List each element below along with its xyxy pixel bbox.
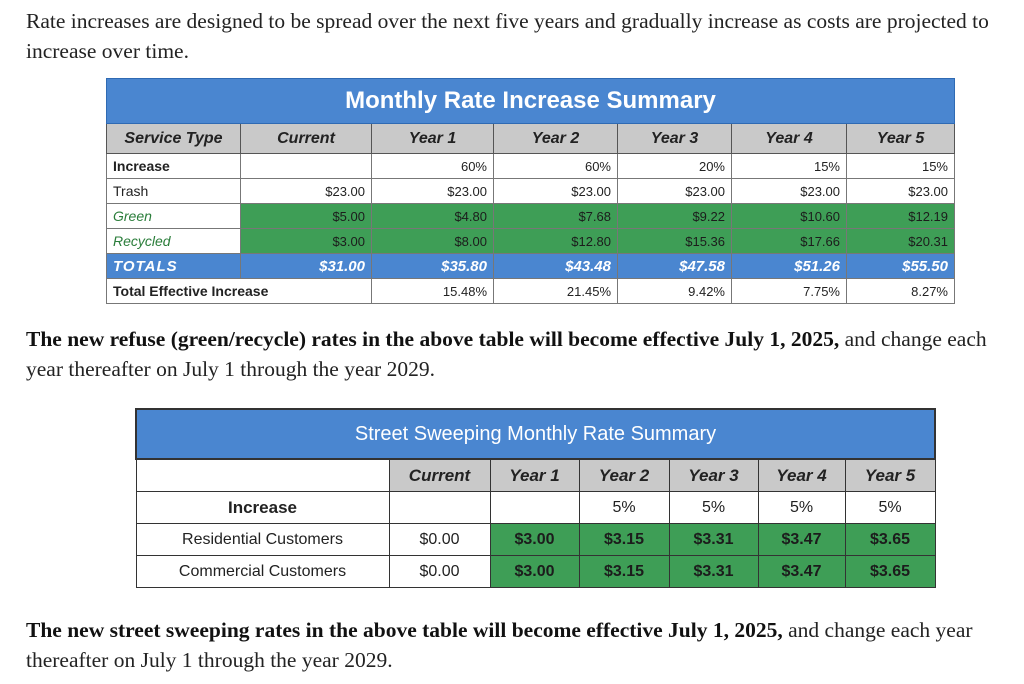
table-cell: $0.00 — [388, 523, 491, 556]
column-header: Current — [388, 458, 491, 492]
table-cell: 60% — [371, 153, 494, 179]
table-cell: 5% — [578, 491, 670, 524]
table-cell: 8.27% — [846, 278, 955, 304]
table-cell: 5% — [668, 491, 759, 524]
sweeping-note-rest: and change each year thereafter on July … — [26, 618, 973, 672]
sweeping-note: The new street sweeping rates in the abo… — [26, 615, 1011, 675]
table-cell: $23.00 — [493, 178, 618, 204]
column-header: Current — [240, 123, 372, 154]
table-cell: $15.36 — [617, 228, 732, 254]
table-cell: 15% — [846, 153, 955, 179]
table-cell: 15.48% — [371, 278, 494, 304]
refuse-note: The new refuse (green/recycle) rates in … — [26, 324, 1011, 384]
table-cell: $23.00 — [371, 178, 494, 204]
column-header: Year 1 — [371, 123, 494, 154]
table-row: Total Effective Increase 15.48% 21.45% 9… — [106, 278, 955, 304]
table-row: Residential Customers $0.00 $3.00 $3.15 … — [135, 523, 936, 556]
table-cell: $43.48 — [493, 253, 618, 279]
row-label: Commercial Customers — [135, 555, 390, 588]
row-label: Recycled — [106, 228, 241, 254]
column-header — [135, 458, 390, 492]
table-cell — [240, 153, 372, 179]
table-cell: 60% — [493, 153, 618, 179]
row-label: Trash — [106, 178, 241, 204]
intro-paragraph: Rate increases are designed to be spread… — [26, 9, 989, 63]
table-cell: $3.65 — [844, 523, 936, 556]
column-header: Year 1 — [489, 458, 580, 492]
table-cell: $5.00 — [240, 203, 372, 229]
table-cell: $3.47 — [757, 555, 846, 588]
table-cell: 7.75% — [731, 278, 847, 304]
column-header: Year 2 — [493, 123, 618, 154]
table-cell: $3.65 — [844, 555, 936, 588]
table-cell: $23.00 — [731, 178, 847, 204]
table-cell: 5% — [844, 491, 936, 524]
table-cell: $7.68 — [493, 203, 618, 229]
column-header: Year 4 — [757, 458, 846, 492]
table-cell: $8.00 — [371, 228, 494, 254]
column-header: Year 3 — [617, 123, 732, 154]
table-title: Street Sweeping Monthly Rate Summary — [134, 408, 937, 460]
table-row: Recycled $3.00 $8.00 $12.80 $15.36 $17.6… — [106, 228, 955, 254]
table-title: Monthly Rate Increase Summary — [106, 78, 955, 124]
table-row: Commercial Customers $0.00 $3.00 $3.15 $… — [135, 555, 936, 588]
table-cell: $17.66 — [731, 228, 847, 254]
monthly-rate-table: Monthly Rate Increase Summary Service Ty… — [106, 78, 955, 304]
table-cell: 21.45% — [493, 278, 618, 304]
row-label: Increase — [135, 491, 390, 524]
column-header: Year 3 — [668, 458, 759, 492]
table-cell: $3.15 — [578, 555, 670, 588]
sweeping-note-bold: The new street sweeping rates in the abo… — [26, 618, 783, 642]
column-header: Year 5 — [846, 123, 955, 154]
row-label: TOTALS — [106, 253, 241, 279]
table-cell: 20% — [617, 153, 732, 179]
row-label: Green — [106, 203, 241, 229]
table-cell: $4.80 — [371, 203, 494, 229]
table-row: Increase 60% 60% 20% 15% 15% — [106, 153, 955, 179]
table-cell: $23.00 — [240, 178, 372, 204]
table-cell: 5% — [757, 491, 846, 524]
row-label: Residential Customers — [135, 523, 390, 556]
table-cell: $23.00 — [846, 178, 955, 204]
table-cell: $55.50 — [846, 253, 955, 279]
table-cell: $3.00 — [489, 555, 580, 588]
table-cell: $35.80 — [371, 253, 494, 279]
table-cell: $12.19 — [846, 203, 955, 229]
column-header: Year 2 — [578, 458, 670, 492]
refuse-note-bold: The new refuse (green/recycle) rates in … — [26, 327, 840, 351]
table-cell: $3.00 — [240, 228, 372, 254]
table-cell: $23.00 — [617, 178, 732, 204]
table-cell: $3.00 — [489, 523, 580, 556]
row-label: Increase — [106, 153, 241, 179]
table-cell — [388, 491, 491, 524]
refuse-note-rest: and change each year thereafter on July … — [26, 327, 987, 381]
table-row: Increase 5% 5% 5% 5% — [135, 491, 936, 524]
table-cell: $10.60 — [731, 203, 847, 229]
table-cell: $0.00 — [388, 555, 491, 588]
table-cell: $51.26 — [731, 253, 847, 279]
column-header: Year 4 — [731, 123, 847, 154]
table-row: Green $5.00 $4.80 $7.68 $9.22 $10.60 $12… — [106, 203, 955, 229]
table-cell: 15% — [731, 153, 847, 179]
table-cell: $9.22 — [617, 203, 732, 229]
table-cell — [489, 491, 580, 524]
table-cell: $47.58 — [617, 253, 732, 279]
column-header: Service Type — [106, 123, 241, 154]
table-row: Trash $23.00 $23.00 $23.00 $23.00 $23.00… — [106, 178, 955, 204]
row-label: Total Effective Increase — [106, 278, 372, 304]
table-cell: $31.00 — [240, 253, 372, 279]
table-cell: $12.80 — [493, 228, 618, 254]
table-row: TOTALS $31.00 $35.80 $43.48 $47.58 $51.2… — [106, 253, 955, 279]
street-sweeping-table: Street Sweeping Monthly Rate Summary Cur… — [134, 408, 937, 588]
table-cell: $3.47 — [757, 523, 846, 556]
table-cell: $3.31 — [668, 555, 759, 588]
column-header: Year 5 — [844, 458, 936, 492]
table-cell: $3.15 — [578, 523, 670, 556]
table-cell: $3.31 — [668, 523, 759, 556]
table-cell: 9.42% — [617, 278, 732, 304]
table-cell: $20.31 — [846, 228, 955, 254]
